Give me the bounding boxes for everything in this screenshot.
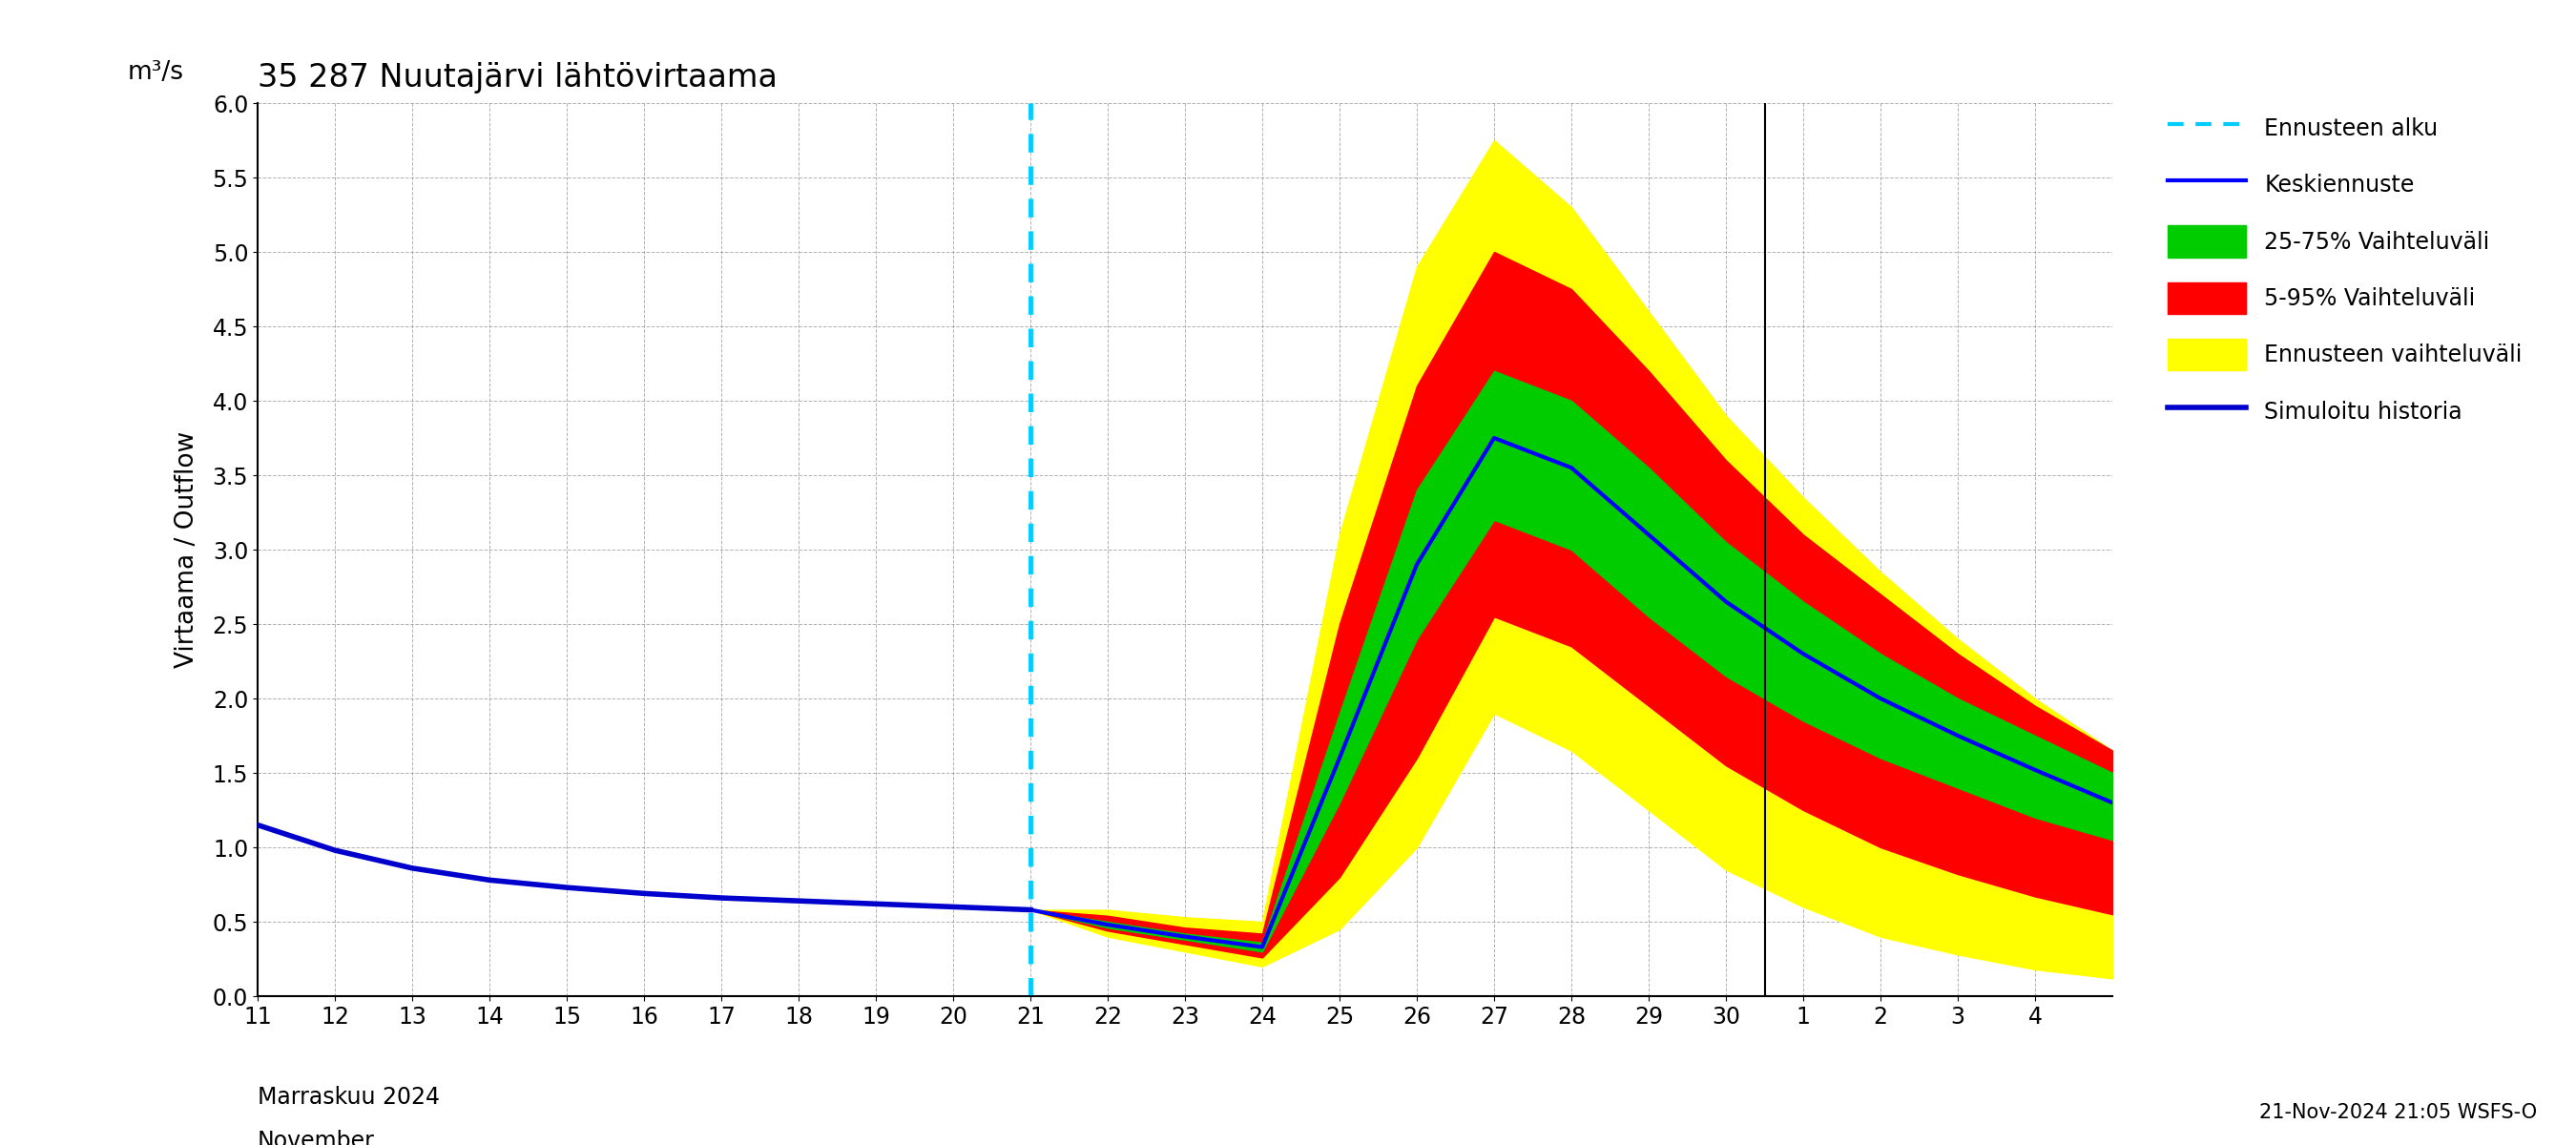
Text: m³/s: m³/s: [126, 61, 183, 85]
Y-axis label: Virtaama / Outflow: Virtaama / Outflow: [175, 432, 198, 668]
Text: Marraskuu 2024: Marraskuu 2024: [258, 1085, 440, 1108]
Legend: Ennusteen alku, Keskiennuste, 25-75% Vaihteluväli, 5-95% Vaihteluväli, Ennusteen: Ennusteen alku, Keskiennuste, 25-75% Vai…: [2161, 105, 2530, 434]
Text: November: November: [258, 1130, 376, 1145]
Text: 21-Nov-2024 21:05 WSFS-O: 21-Nov-2024 21:05 WSFS-O: [2259, 1103, 2537, 1122]
Text: 35 287 Nuutajärvi lähtövirtaama: 35 287 Nuutajärvi lähtövirtaama: [258, 62, 778, 94]
